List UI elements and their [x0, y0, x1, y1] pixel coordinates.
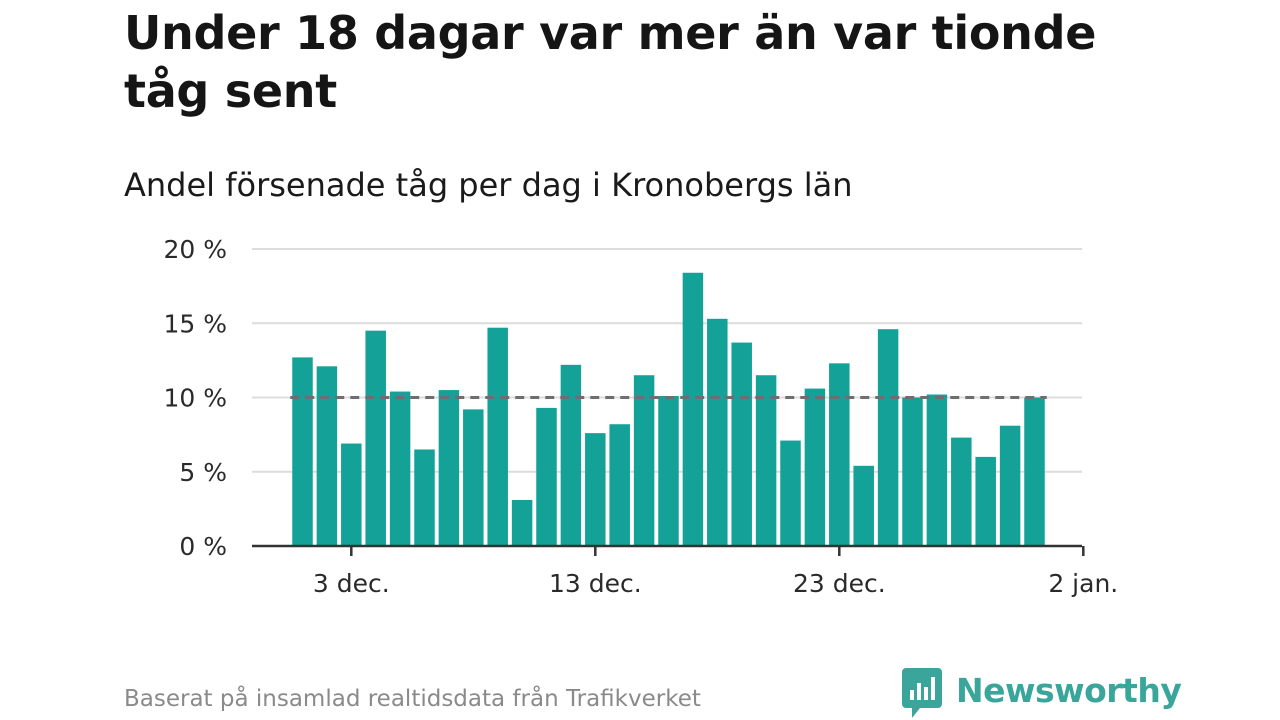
- bar: [487, 327, 508, 546]
- bar: [731, 342, 752, 546]
- bar: [682, 272, 704, 546]
- bar: [438, 390, 460, 546]
- bar: [292, 357, 313, 546]
- newsworthy-logo-icon: [902, 668, 942, 718]
- bar: [999, 425, 1021, 546]
- bar: [365, 330, 386, 546]
- bar: [755, 375, 777, 546]
- y-tick-label: 10 %: [163, 384, 227, 413]
- bar: [902, 397, 923, 546]
- x-tick-label: 13 dec.: [549, 569, 642, 598]
- bar: [658, 396, 679, 546]
- newsworthy-logo: Newsworthy: [902, 668, 1182, 720]
- y-axis-tick-labels: 0 % 5 % 10 % 15 % 20 %: [163, 235, 227, 561]
- bar: [975, 456, 996, 546]
- bar: [536, 407, 557, 546]
- logo-wordmark: Newsworthy: [956, 671, 1182, 710]
- bar: [585, 433, 606, 546]
- bar: [389, 391, 411, 546]
- y-tick-label: 5 %: [179, 458, 227, 487]
- bar: [633, 375, 655, 546]
- bars: [292, 272, 1045, 546]
- y-tick-label: 15 %: [163, 309, 227, 338]
- x-axis: [252, 544, 1085, 556]
- bar: [804, 388, 826, 546]
- y-tick-label: 20 %: [163, 235, 227, 264]
- bar: [316, 366, 338, 546]
- bar: [463, 409, 484, 546]
- bar: [707, 318, 728, 546]
- chart-subtitle: Andel försenade tåg per dag i Kronobergs…: [124, 166, 853, 204]
- bar: [560, 364, 582, 546]
- y-tick-label: 0 %: [179, 532, 227, 561]
- x-tick-label: 23 dec.: [793, 569, 886, 598]
- x-tick-label: 3 dec.: [313, 569, 390, 598]
- bar: [951, 437, 972, 546]
- bar: [829, 363, 850, 546]
- chart-title: Under 18 dagar var mer än var tionde tåg…: [124, 6, 1097, 118]
- x-axis-tick-labels: 3 dec. 13 dec. 23 dec. 2 jan.: [313, 569, 1118, 598]
- bar: [609, 424, 630, 546]
- bar: [853, 465, 874, 546]
- bar: [1024, 397, 1045, 546]
- bar: [877, 329, 899, 546]
- bar-chart: 0 % 5 % 10 % 15 % 20 % 3 dec. 13 dec. 23 dec. 2…: [163, 235, 1118, 598]
- bar: [780, 440, 801, 546]
- bar: [341, 443, 362, 546]
- bar: [511, 499, 533, 546]
- source-note: Baserat på insamlad realtidsdata från Tr…: [124, 686, 701, 712]
- x-tick-label: 2 jan.: [1048, 569, 1118, 598]
- bar: [926, 394, 948, 546]
- bar: [414, 449, 435, 546]
